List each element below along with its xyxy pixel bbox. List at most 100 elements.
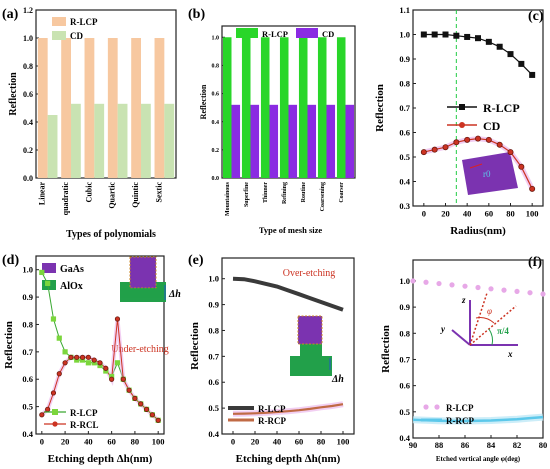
bar-rlcp — [107, 38, 118, 178]
inset-label-y: y — [440, 324, 446, 334]
x-tick-label: 20 — [441, 209, 450, 219]
data-point-rrcl — [79, 354, 86, 360]
y-tick-label: 0.8 — [399, 78, 410, 88]
data-point-rrcl — [138, 401, 144, 407]
bar-rlcp — [131, 38, 141, 178]
y-tick-label: 0.2 — [212, 148, 220, 154]
category-label: Thinner — [263, 182, 269, 203]
data-point-rlcp — [485, 38, 492, 45]
legend-marker-rrcl — [52, 421, 58, 427]
legend-swatch-cd — [52, 31, 66, 40]
legend-marker-cd — [459, 122, 465, 128]
category-label: Refining — [282, 182, 288, 204]
data-point-cd — [442, 144, 449, 151]
legend-marker-rlcp — [52, 409, 58, 415]
bar-cd — [141, 103, 151, 178]
bar-rlcp — [241, 37, 251, 178]
annotation-over-etching: Over-etching — [283, 268, 336, 279]
bar-cd — [307, 104, 317, 178]
data-point-rlcp — [436, 280, 442, 287]
y-tick-label: 0.9 — [208, 300, 219, 310]
legend-label-rrcp: R-RCP — [258, 416, 286, 426]
y-tick-label: 0.9 — [22, 292, 33, 302]
data-point-rlcp — [464, 33, 471, 40]
bar-rlcp — [317, 37, 327, 178]
x-tick-label: 82 — [513, 440, 522, 450]
category-label: Cubic — [84, 182, 93, 203]
x-tick-label: 90 — [409, 440, 418, 450]
bar-cd — [47, 115, 58, 178]
data-point-cd — [420, 149, 427, 156]
data-point-rrcl — [155, 417, 161, 423]
x-tick-label: 80 — [317, 437, 326, 447]
data-point-rrcl — [85, 354, 91, 360]
panel-e-frame — [221, 257, 355, 435]
data-point-rlcp — [50, 316, 57, 322]
data-point-rlcp — [453, 32, 460, 39]
inset-layer — [120, 288, 166, 298]
y-axis-title: Reflection — [199, 84, 208, 119]
y-tick-label: 1.0 — [22, 265, 33, 275]
y-tick-label: 0.4 — [22, 429, 33, 439]
data-point-rlcp — [431, 31, 438, 38]
y-tick-label: 0.4 — [212, 120, 220, 126]
data-point-rlcp — [501, 287, 507, 293]
bar-cd — [71, 103, 81, 178]
data-point-rlcp — [540, 291, 546, 297]
bar-rlcp — [279, 37, 289, 178]
y-tick-label: 1.0 — [23, 34, 33, 43]
data-point-cd — [507, 149, 514, 156]
data-point-rlcp — [527, 290, 533, 296]
y-tick-label: 1.0 — [212, 35, 220, 41]
y-tick-label: 0.5 — [399, 407, 410, 417]
y-tick-label: 1.0 — [399, 276, 410, 286]
legend-label-gaas: GaAs — [60, 264, 84, 275]
data-point-cd — [453, 139, 460, 146]
data-point-rlcp — [45, 280, 51, 286]
data-point-rlcp — [103, 368, 109, 374]
y-tick-label: 1.0 — [399, 29, 410, 39]
data-point-rlcp — [56, 335, 62, 341]
category-label: Coarsening — [320, 182, 326, 211]
data-point-rrcl — [62, 360, 68, 366]
data-point-rrcl — [132, 395, 138, 401]
legend-label-alox: AlOx — [60, 281, 83, 292]
inset-label-dh: Δh — [331, 374, 344, 385]
data-point-rlcp — [496, 43, 503, 50]
y-axis-title: Reflection — [3, 321, 15, 369]
x-axis-title: Types of polynomials — [66, 229, 156, 240]
data-point-rlcp — [475, 284, 481, 291]
x-tick-label: 60 — [485, 209, 494, 219]
data-point-rlcp — [507, 51, 514, 58]
data-point-rlcp — [74, 357, 80, 363]
y-tick-label: 0.9 — [399, 302, 410, 312]
legend-swatch-rlcp — [236, 28, 258, 38]
bar-cd — [231, 104, 241, 178]
x-axis-title: Etched vertical angle φ(deg) — [436, 455, 521, 463]
data-point-rlcp — [488, 286, 494, 292]
y-tick-label: 0.7 — [399, 103, 410, 113]
y-axis-title: Reflection — [374, 84, 386, 132]
y-tick-label: 1.1 — [399, 5, 410, 15]
inset-unit-cell — [462, 152, 518, 195]
x-tick-label: 60 — [295, 437, 304, 447]
legend-label-rlcp: R-LCP — [262, 29, 288, 39]
bar-rlcp — [154, 38, 165, 178]
data-point-rrcl — [97, 360, 103, 366]
x-tick-label: 40 — [463, 209, 472, 219]
inset-radius-line — [469, 163, 483, 169]
data-point-rrcl — [39, 412, 45, 418]
x-axis-title: Etching depth Δh(nm) — [48, 453, 153, 465]
y-axis-title: Reflection — [8, 72, 19, 116]
legend-label-cd: CD — [70, 31, 83, 41]
data-point-rlcp — [39, 269, 45, 276]
category-label: Coarser — [339, 182, 345, 203]
inset-pi4-arc — [488, 328, 494, 346]
x-tick-label: 100 — [337, 437, 350, 447]
data-point-rlcp — [91, 360, 97, 366]
inset-phi-line — [469, 292, 488, 346]
x-axis-title: Etching depth Δh(nm) — [236, 453, 341, 465]
panel-label-b: (b) — [188, 7, 205, 22]
category-label: Quartic — [108, 182, 117, 209]
data-point-rrcl — [114, 316, 121, 322]
